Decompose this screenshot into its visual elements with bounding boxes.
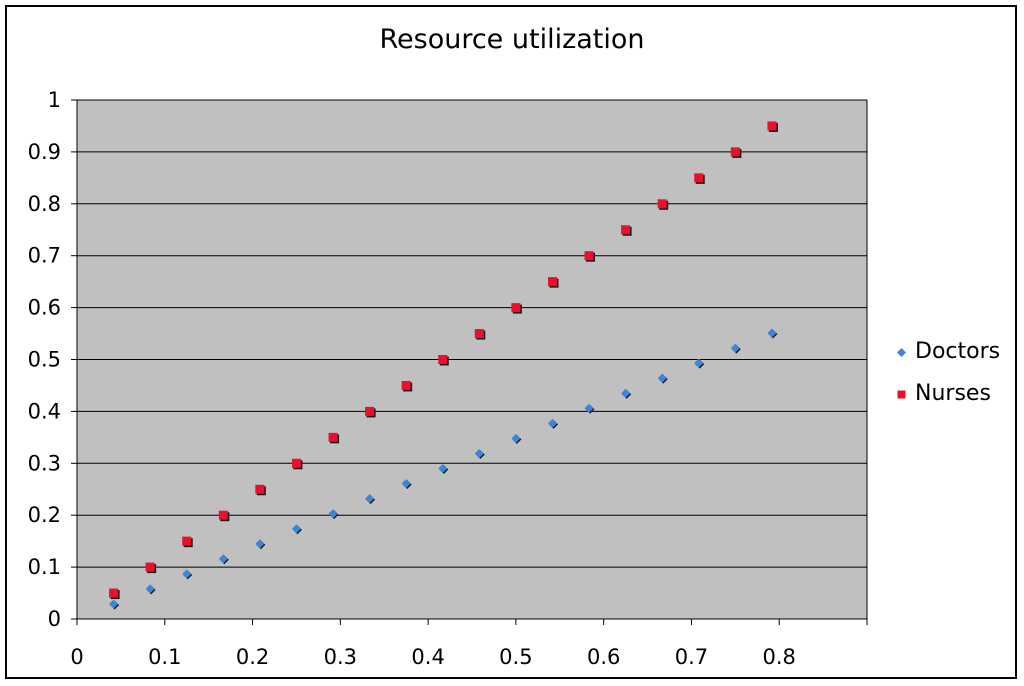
point-nurses	[182, 536, 192, 546]
point-nurses	[621, 225, 631, 235]
point-doctors	[255, 539, 265, 549]
point-nurses	[584, 251, 594, 261]
x-tick-label: 0.7	[675, 645, 708, 669]
y-tick-label: 0.8	[28, 192, 61, 216]
point-nurses	[438, 355, 448, 364]
y-tick-label: 0	[48, 607, 61, 631]
point-doctors	[474, 448, 484, 458]
point-doctors	[218, 554, 228, 564]
y-tick-label: 0.3	[28, 451, 61, 475]
point-nurses	[328, 432, 338, 442]
point-doctors	[767, 328, 777, 338]
y-tick-label: 0.7	[28, 244, 61, 268]
point-nurses	[365, 406, 375, 416]
y-tick-label: 0.1	[28, 555, 61, 579]
point-nurses	[145, 562, 155, 572]
point-nurses	[547, 277, 557, 287]
point-nurses	[767, 121, 777, 131]
point-doctors	[547, 418, 557, 428]
point-doctors	[328, 509, 338, 519]
point-nurses	[511, 303, 521, 313]
y-tick-label: 0.6	[28, 296, 61, 320]
legend-label-nurses: Nurses	[915, 381, 991, 406]
point-doctors	[511, 433, 521, 443]
y-tick-label: 0.2	[28, 503, 61, 527]
point-nurses	[291, 458, 301, 468]
x-tick-label: 0.2	[236, 645, 269, 669]
point-doctors	[109, 599, 119, 609]
point-nurses	[109, 588, 119, 598]
x-tick-label: 0.8	[763, 645, 796, 669]
square-marker-icon	[897, 390, 906, 399]
x-tick-label: 0.5	[499, 645, 532, 669]
point-doctors	[365, 494, 375, 504]
point-doctors	[145, 584, 155, 594]
point-doctors	[438, 463, 448, 473]
y-tick-label: 0.4	[28, 399, 61, 423]
x-tick-label: 0.3	[324, 645, 357, 669]
chart-title: Resource utilization	[379, 24, 645, 55]
point-nurses	[218, 510, 228, 520]
diamond-marker-icon	[897, 348, 906, 357]
point-doctors	[401, 479, 411, 489]
point-nurses	[474, 329, 484, 339]
point-nurses	[694, 173, 704, 183]
point-doctors	[694, 358, 704, 368]
x-tick-label: 0.4	[411, 645, 444, 669]
y-tick-label: 1	[48, 88, 61, 112]
x-tick-label: 0.6	[587, 645, 620, 669]
point-doctors	[291, 524, 301, 534]
y-tick-label: 0.5	[28, 348, 61, 372]
x-tick-label: 0.1	[148, 645, 181, 669]
point-nurses	[657, 199, 667, 209]
point-doctors	[657, 373, 667, 383]
y-tick-label: 0.9	[28, 140, 61, 164]
point-doctors	[730, 343, 740, 353]
point-nurses	[730, 147, 740, 157]
legend-label-doctors: Doctors	[915, 339, 1001, 364]
point-doctors	[182, 569, 192, 579]
point-nurses	[401, 380, 411, 390]
point-doctors	[584, 403, 594, 413]
point-doctors	[621, 388, 631, 398]
point-nurses	[255, 484, 265, 494]
x-tick-label: 0	[70, 645, 83, 669]
